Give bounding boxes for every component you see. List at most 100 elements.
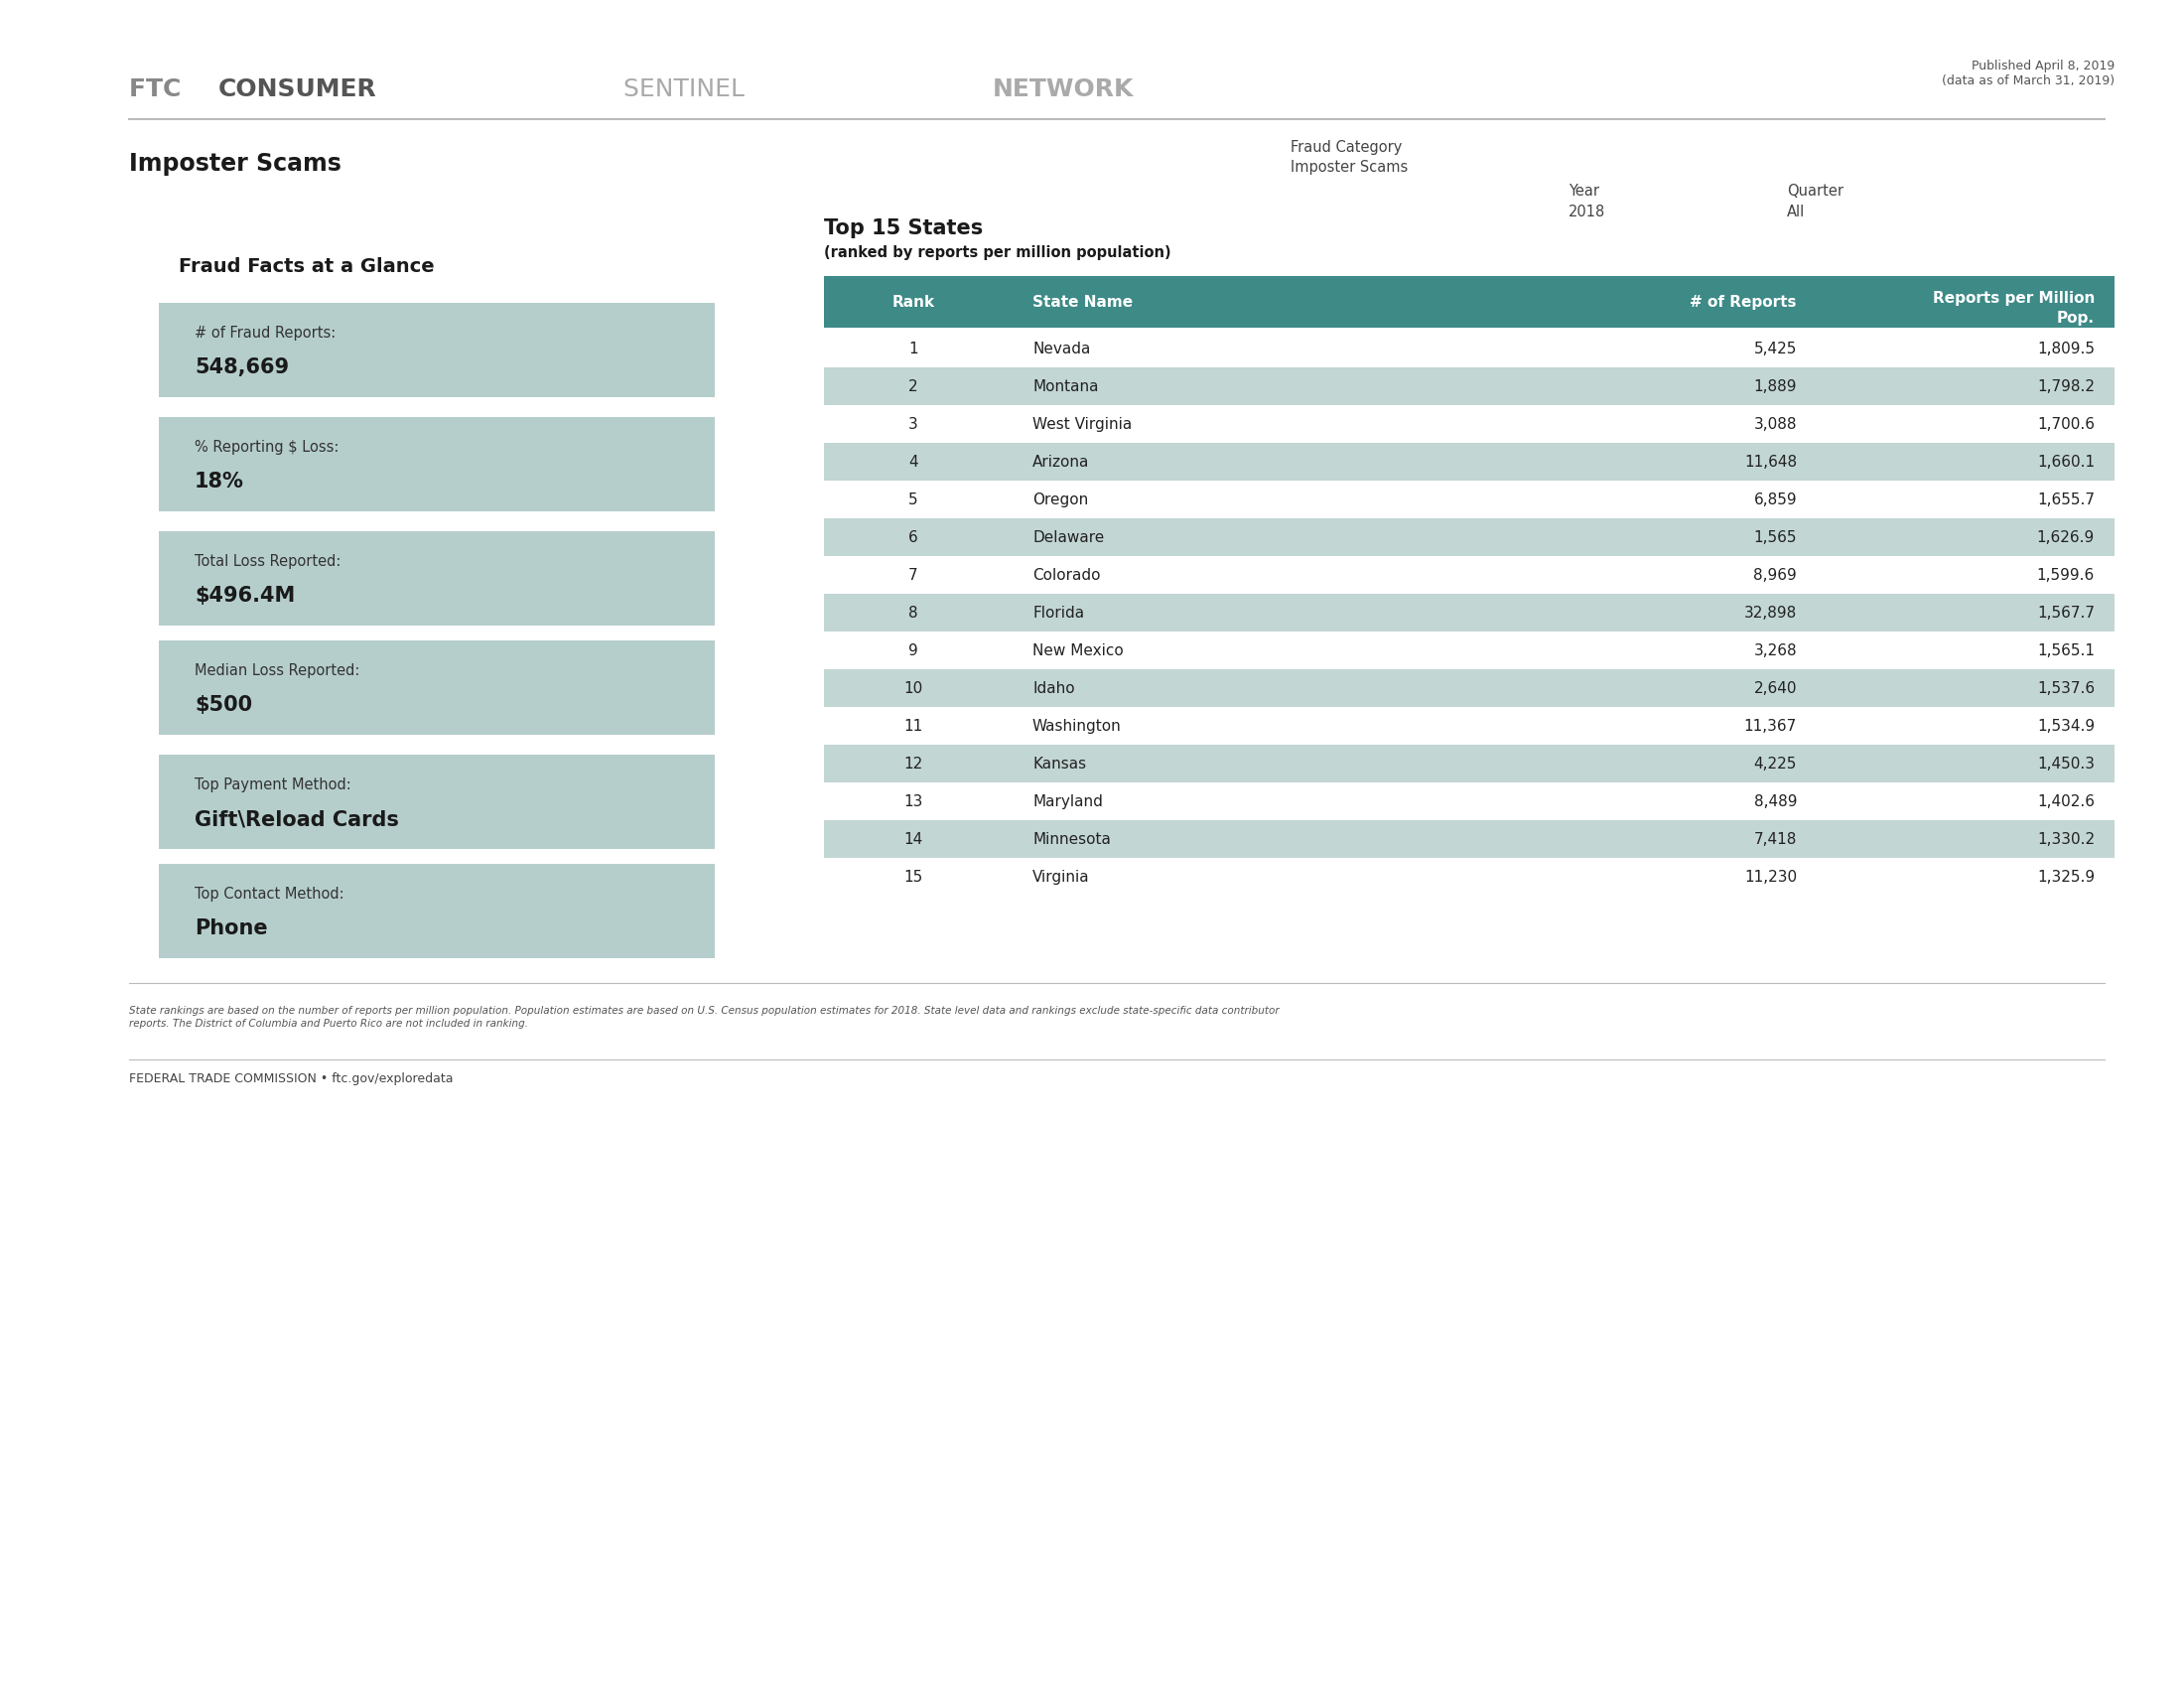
FancyBboxPatch shape	[823, 368, 2114, 405]
FancyBboxPatch shape	[823, 744, 2114, 783]
FancyBboxPatch shape	[823, 668, 2114, 707]
Text: Colorado: Colorado	[1033, 567, 1101, 582]
Text: 7: 7	[909, 567, 917, 582]
FancyBboxPatch shape	[823, 820, 2114, 858]
Text: 8: 8	[909, 606, 917, 619]
Text: NETWORK: NETWORK	[994, 78, 1133, 101]
Text: 32,898: 32,898	[1745, 606, 1797, 619]
FancyBboxPatch shape	[823, 442, 2114, 481]
Text: State Name: State Name	[1033, 294, 1133, 309]
FancyBboxPatch shape	[159, 532, 714, 626]
Text: Reports per Million: Reports per Million	[1933, 290, 2094, 306]
Text: 1,565.1: 1,565.1	[2038, 643, 2094, 658]
Text: 1,567.7: 1,567.7	[2038, 606, 2094, 619]
Text: (ranked by reports per million population): (ranked by reports per million populatio…	[823, 245, 1171, 260]
Text: Top 15 States: Top 15 States	[823, 218, 983, 238]
FancyBboxPatch shape	[159, 302, 714, 397]
Text: # of Reports: # of Reports	[1690, 294, 1797, 309]
FancyBboxPatch shape	[159, 640, 714, 734]
Text: Pop.: Pop.	[2057, 311, 2094, 326]
Text: Top Contact Method:: Top Contact Method:	[194, 886, 345, 901]
Text: Quarter: Quarter	[1787, 184, 1843, 197]
Text: 3,268: 3,268	[1754, 643, 1797, 658]
Text: Delaware: Delaware	[1033, 530, 1105, 545]
Text: 1,809.5: 1,809.5	[2038, 341, 2094, 356]
Text: % Reporting $ Loss:: % Reporting $ Loss:	[194, 439, 339, 454]
Text: Fraud Category: Fraud Category	[1291, 140, 1402, 154]
Text: New Mexico: New Mexico	[1033, 643, 1123, 658]
FancyBboxPatch shape	[159, 864, 714, 959]
Text: Gift\Reload Cards: Gift\Reload Cards	[194, 809, 400, 829]
Text: Kansas: Kansas	[1033, 756, 1085, 771]
Text: 1,889: 1,889	[1754, 378, 1797, 393]
Text: 15: 15	[904, 869, 924, 885]
Text: 4,225: 4,225	[1754, 756, 1797, 771]
Text: $500: $500	[194, 695, 253, 716]
Text: 9: 9	[909, 643, 917, 658]
FancyBboxPatch shape	[823, 518, 2114, 555]
Text: Published April 8, 2019
(data as of March 31, 2019): Published April 8, 2019 (data as of Marc…	[1942, 59, 2114, 88]
Text: Florida: Florida	[1033, 606, 1083, 619]
Text: 1,330.2: 1,330.2	[2038, 832, 2094, 846]
Text: Rank: Rank	[891, 294, 935, 309]
FancyBboxPatch shape	[159, 417, 714, 511]
Text: # of Fraud Reports:: # of Fraud Reports:	[194, 326, 336, 339]
Text: 14: 14	[904, 832, 924, 846]
Text: CONSUMER: CONSUMER	[218, 78, 378, 101]
Text: 7,418: 7,418	[1754, 832, 1797, 846]
Text: Phone: Phone	[194, 918, 269, 939]
Text: FTC: FTC	[129, 78, 190, 101]
Text: 2: 2	[909, 378, 917, 393]
Text: 1: 1	[909, 341, 917, 356]
Text: $496.4M: $496.4M	[194, 586, 295, 606]
Text: 5: 5	[909, 491, 917, 506]
Text: 1,660.1: 1,660.1	[2038, 454, 2094, 469]
Text: 3: 3	[909, 417, 917, 432]
Text: 8,969: 8,969	[1754, 567, 1797, 582]
FancyBboxPatch shape	[823, 277, 2114, 327]
FancyBboxPatch shape	[159, 755, 714, 849]
Text: 6,859: 6,859	[1754, 491, 1797, 506]
Text: Oregon: Oregon	[1033, 491, 1088, 506]
Text: 1,599.6: 1,599.6	[2038, 567, 2094, 582]
FancyBboxPatch shape	[823, 594, 2114, 631]
Text: Total Loss Reported:: Total Loss Reported:	[194, 554, 341, 569]
Text: 3,088: 3,088	[1754, 417, 1797, 432]
Text: Maryland: Maryland	[1033, 793, 1103, 809]
Text: 10: 10	[904, 680, 924, 695]
Text: Montana: Montana	[1033, 378, 1099, 393]
Text: 13: 13	[904, 793, 924, 809]
Text: 12: 12	[904, 756, 924, 771]
Text: 5,425: 5,425	[1754, 341, 1797, 356]
Text: Fraud Facts at a Glance: Fraud Facts at a Glance	[179, 257, 435, 275]
Text: 1,402.6: 1,402.6	[2038, 793, 2094, 809]
Text: 2,640: 2,640	[1754, 680, 1797, 695]
Text: 548,669: 548,669	[194, 358, 288, 378]
Text: 1,626.9: 1,626.9	[2038, 530, 2094, 545]
Text: Imposter Scams: Imposter Scams	[1291, 159, 1409, 174]
Text: 11,367: 11,367	[1745, 719, 1797, 733]
Text: 1,534.9: 1,534.9	[2038, 719, 2094, 733]
Text: Virginia: Virginia	[1033, 869, 1090, 885]
Text: 1,450.3: 1,450.3	[2038, 756, 2094, 771]
Text: 1,325.9: 1,325.9	[2038, 869, 2094, 885]
Text: 1,798.2: 1,798.2	[2038, 378, 2094, 393]
Text: 1,700.6: 1,700.6	[2038, 417, 2094, 432]
Text: 11,230: 11,230	[1745, 869, 1797, 885]
Text: State rankings are based on the number of reports per million population. Popula: State rankings are based on the number o…	[129, 1006, 1280, 1030]
Text: Nevada: Nevada	[1033, 341, 1090, 356]
Text: 4: 4	[909, 454, 917, 469]
Text: 1,565: 1,565	[1754, 530, 1797, 545]
Text: Top Payment Method:: Top Payment Method:	[194, 776, 352, 792]
Text: Washington: Washington	[1033, 719, 1123, 733]
Text: Idaho: Idaho	[1033, 680, 1075, 695]
Text: West Virginia: West Virginia	[1033, 417, 1131, 432]
Text: Imposter Scams: Imposter Scams	[129, 152, 341, 176]
Text: 11,648: 11,648	[1745, 454, 1797, 469]
Text: FEDERAL TRADE COMMISSION • ftc.gov/exploredata: FEDERAL TRADE COMMISSION • ftc.gov/explo…	[129, 1072, 454, 1085]
Text: 2018: 2018	[1568, 204, 1605, 219]
Text: 18%: 18%	[194, 471, 245, 491]
Text: SENTINEL: SENTINEL	[616, 78, 753, 101]
Text: 6: 6	[909, 530, 917, 545]
Text: 1,537.6: 1,537.6	[2038, 680, 2094, 695]
